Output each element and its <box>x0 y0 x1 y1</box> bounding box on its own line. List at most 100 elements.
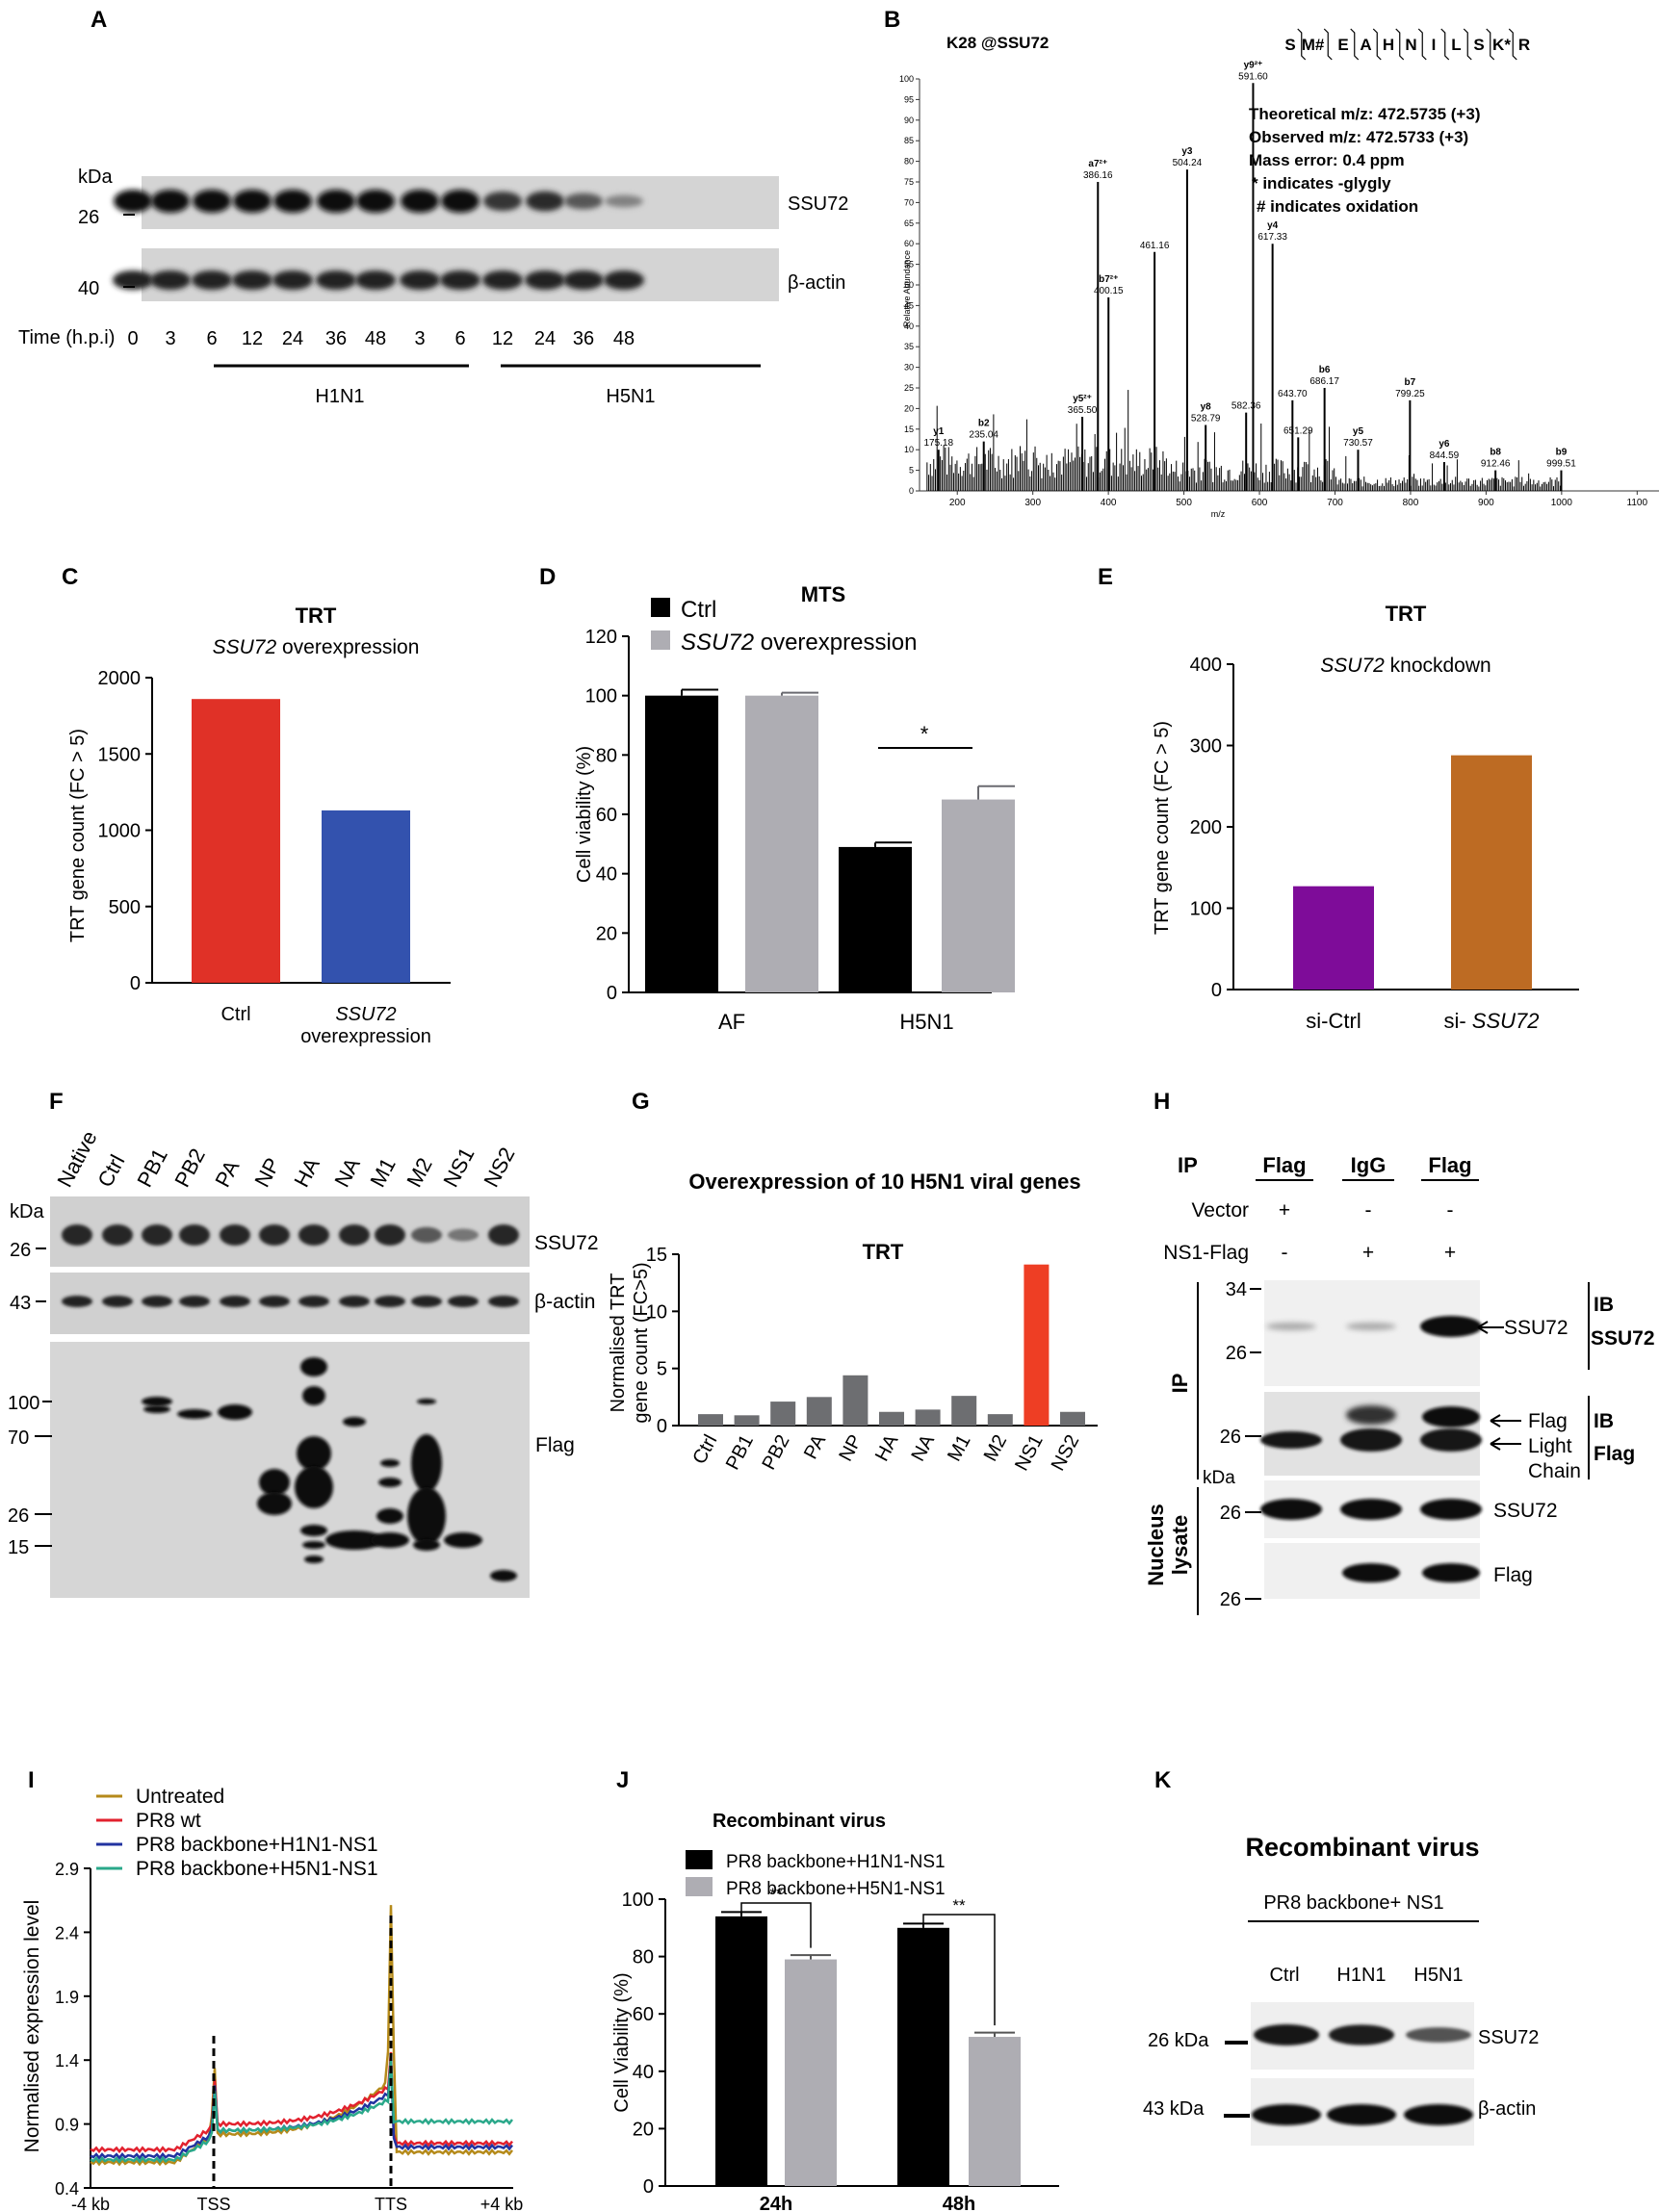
actin-band <box>1252 2104 1321 2125</box>
peak-mz: 461.16 <box>1140 241 1170 251</box>
band-label-actin-f: β-actin <box>534 1291 595 1313</box>
bar-PA <box>806 1397 832 1426</box>
ip-col-1: Flag <box>1262 1153 1306 1177</box>
lane-label: PA <box>210 1156 244 1191</box>
lysate-flag-band <box>1342 1563 1400 1582</box>
lane-label: HA <box>289 1153 324 1191</box>
seq-residue: H <box>1383 36 1394 54</box>
ssu72-band <box>441 190 480 213</box>
legend-label: PR8 backbone+H5N1-NS1 <box>726 1879 946 1899</box>
y-tick-label: 0 <box>643 2176 654 2198</box>
y-tick-label: 0.4 <box>55 2179 79 2199</box>
actin-band <box>232 270 272 290</box>
ib-label-2b: Flag <box>1594 1443 1635 1465</box>
legend-label: Ctrl <box>681 597 716 623</box>
ssu72-band <box>273 190 312 213</box>
light-chain-band <box>1420 1428 1482 1452</box>
x-tick-label: overexpression <box>300 1026 431 1047</box>
x-tick-label: 600 <box>1252 498 1268 508</box>
legend-swatch <box>651 598 670 617</box>
mw-26-h3: 26 <box>1220 1503 1241 1524</box>
actin-band <box>62 1296 92 1307</box>
flag-band <box>380 1459 400 1467</box>
x-tick-label: HA <box>871 1430 903 1464</box>
time-point: 24 <box>534 328 556 349</box>
y-tick-label: 0 <box>607 983 617 1004</box>
x-tick-label: -4 kb <box>71 2195 110 2212</box>
bar-24h-1 <box>785 1959 837 2186</box>
y-tick-label: 5 <box>657 1359 667 1380</box>
x-tick-label: NP <box>835 1431 866 1465</box>
bar-M2 <box>987 1414 1013 1426</box>
y-tick-label: 15 <box>904 424 914 434</box>
x-tick-label: PB2 <box>758 1431 793 1474</box>
y-tick-label: 95 <box>904 94 914 104</box>
group-label-h5n1: H5N1 <box>606 386 655 407</box>
peak-name: y9²⁺ <box>1244 60 1263 70</box>
panel-label-f: F <box>49 1089 64 1115</box>
actin-band <box>482 270 523 290</box>
mw-26-h1: 26 <box>1226 1343 1247 1364</box>
k-title: Recombinant virus <box>1245 1833 1479 1862</box>
ssu72-band <box>526 191 564 212</box>
lane-label: NS1 <box>438 1144 479 1192</box>
band-label-flag-f: Flag <box>535 1434 575 1456</box>
flag-band <box>300 1525 327 1536</box>
seq-residue: A <box>1360 36 1371 54</box>
y-tick-label: 10 <box>646 1301 667 1323</box>
actin-band <box>316 270 356 290</box>
mw-26-f: 26 <box>10 1240 31 1261</box>
lane-label: Ctrl <box>92 1150 129 1191</box>
peak-mz: 528.79 <box>1191 414 1221 424</box>
y-axis-label: Normalised expression level <box>21 1900 43 2153</box>
ssu72-band <box>298 1224 329 1246</box>
time-point: 48 <box>613 328 635 349</box>
lysate-ssu72-band <box>1260 1499 1322 1520</box>
fragment-bracket <box>1372 28 1382 61</box>
x-tick-label: Ctrl <box>220 1004 250 1025</box>
flag-band <box>297 1436 331 1471</box>
significance-bracket <box>922 1914 996 2026</box>
seq-residue: L <box>1451 36 1461 54</box>
lane-label: M2 <box>402 1154 436 1192</box>
arrow-label-flag: Flag <box>1528 1410 1568 1432</box>
panel-label-e: E <box>1098 564 1113 590</box>
significance-mark: ** <box>769 1885 783 1903</box>
x-tick-label: AF <box>718 1010 745 1034</box>
lysate-band-ssu72: SSU72 <box>1493 1500 1558 1522</box>
significance-bracket <box>740 1902 812 1948</box>
chart-d: MTS 0 20 40 60 80 100 120 Cell viability (%) Ctrl… <box>574 582 1015 1034</box>
time-point: 6 <box>454 328 465 349</box>
k-mw-43: 43 kDa <box>1143 2098 1205 2120</box>
fragment-bracket <box>1297 28 1307 61</box>
peak-mz: 365.50 <box>1068 405 1098 416</box>
y-tick-label: 500 <box>109 897 141 918</box>
ssu72-band <box>114 190 152 213</box>
arrow-head-icon <box>1490 1437 1501 1451</box>
y-tick-label: 60 <box>633 2004 654 2025</box>
y-tick-label: 20 <box>904 403 914 413</box>
mw-26-a: 26 <box>78 207 99 228</box>
vector-label: Vector <box>1191 1199 1249 1222</box>
fragment-bracket <box>1417 28 1427 61</box>
chart-title: TRT <box>1386 602 1427 626</box>
ip-label: IP <box>1178 1153 1198 1177</box>
chart-title: TRT <box>863 1240 904 1264</box>
y-tick-label: 90 <box>904 116 914 125</box>
seq-residue: N <box>1405 36 1416 54</box>
ssu72-band <box>62 1224 92 1246</box>
actin-band <box>192 270 232 290</box>
x-tick-label: TTS <box>375 2195 407 2212</box>
flag-band <box>376 1508 403 1524</box>
panel-label-d: D <box>539 564 556 590</box>
fragment-bracket <box>1323 28 1333 61</box>
y-tick-label: 0 <box>657 1416 667 1437</box>
ssu72-band <box>448 1228 479 1242</box>
ms-info-box: Theoretical m/z: 472.5735 (+3) Observed m… <box>1249 105 1480 216</box>
flag-band <box>259 1469 290 1496</box>
flag-band <box>407 1487 446 1545</box>
blot-f-flag <box>50 1342 530 1598</box>
ssu72-band <box>411 1226 442 1244</box>
time-point: 6 <box>206 328 217 349</box>
y-tick-label: 20 <box>633 2119 654 2140</box>
